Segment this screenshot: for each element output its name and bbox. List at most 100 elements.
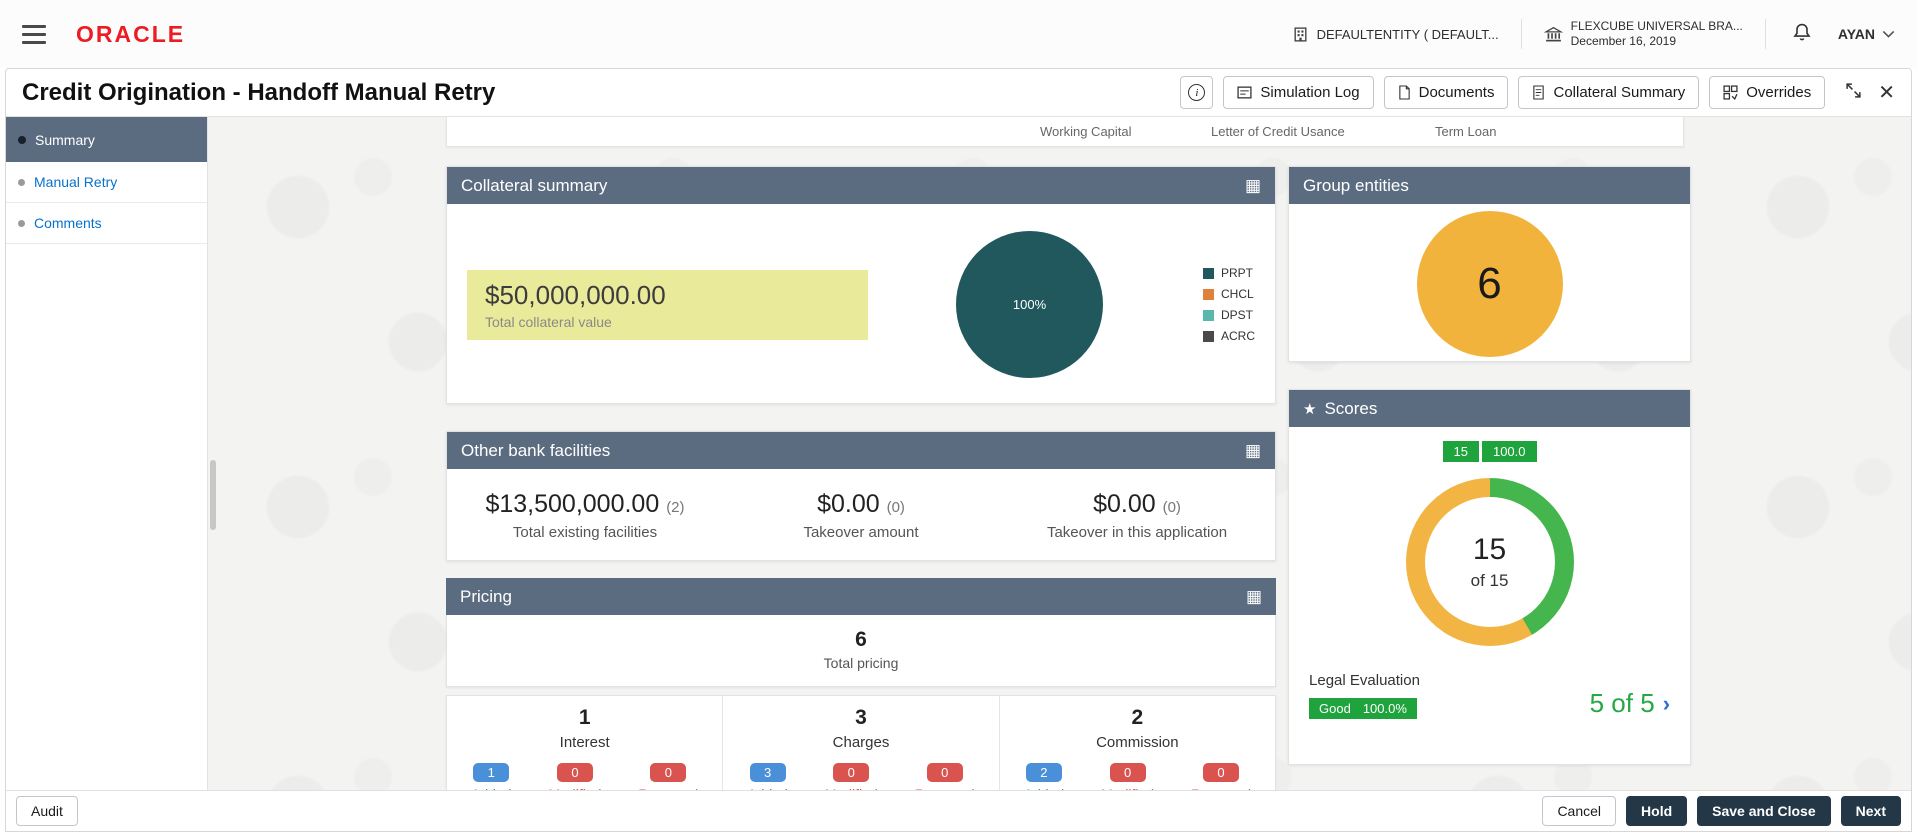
pie-percentage-label: 100% — [1012, 297, 1047, 312]
expand-icon[interactable] — [1845, 82, 1862, 104]
total-collateral-value: $50,000,000.00 — [485, 279, 666, 310]
removed-stat: 0 Removed — [1191, 763, 1251, 790]
removed-stat: 0 Removed — [638, 763, 698, 790]
header-actions: i Simulation Log Documents — [1180, 76, 1895, 109]
score-value: 15 — [1472, 533, 1507, 566]
score-badge: 15 — [1442, 441, 1479, 462]
removed-stat: 0 Removed — [915, 763, 975, 790]
facility-label-working-capital: Working Capital — [1040, 124, 1132, 139]
score-of-total: of 15 — [1470, 571, 1509, 590]
chevron-down-icon — [1882, 30, 1895, 38]
next-page-arrow-icon[interactable]: › — [1662, 690, 1671, 716]
bullet-icon — [18, 219, 25, 227]
group-entities-count-circle: 6 — [1416, 210, 1563, 357]
scores-pager[interactable]: 5 of 5 › — [1589, 688, 1671, 718]
collateral-summary-card-header: Collateral summary ▦ — [447, 167, 1276, 204]
removed-count-badge: 0 — [1203, 763, 1240, 782]
divider — [1520, 19, 1522, 49]
legend-item: DPST — [1203, 308, 1255, 322]
modified-count-badge: 0 — [556, 763, 593, 782]
entity-selector[interactable]: DEFAULTENTITY ( DEFAULT... — [1292, 26, 1499, 43]
pricing-charges-cell: 3 Charges 3 Added 0 — [722, 696, 998, 790]
removed-count-badge: 0 — [926, 763, 963, 782]
document-icon — [1398, 85, 1410, 100]
other-bank-facilities-body: $13,500,000.00 (2) Total existing facili… — [447, 469, 1275, 561]
footer-bar: Audit Cancel Hold Save and Close Next — [6, 790, 1911, 831]
scores-card: ★ Scores 15 100.0 15 — [1288, 389, 1692, 765]
other-bank-facilities-card: Other bank facilities ▦ $13,500,000.00 (… — [446, 431, 1277, 561]
added-count-badge: 1 — [473, 763, 510, 782]
group-entities-card: Group entities 6 — [1288, 166, 1692, 363]
removed-count-badge: 0 — [650, 763, 687, 782]
simulation-log-icon — [1237, 86, 1252, 99]
bullet-icon — [18, 135, 26, 144]
score-ring-chart: 15 of 15 — [1405, 478, 1574, 646]
collateral-summary-body: $50,000,000.00 Total collateral value 10… — [447, 204, 1275, 405]
cancel-button[interactable]: Cancel — [1542, 796, 1617, 826]
hold-button[interactable]: Hold — [1626, 796, 1688, 826]
user-menu[interactable]: AYAN — [1838, 26, 1895, 42]
collateral-summary-button[interactable]: Collateral Summary — [1518, 76, 1700, 109]
scores-card-header: ★ Scores — [1289, 390, 1691, 427]
documents-button[interactable]: Documents — [1383, 76, 1509, 109]
legend-item: PRPT — [1203, 266, 1255, 280]
sidebar-item-comments[interactable]: Comments — [6, 203, 207, 244]
bullet-icon — [18, 178, 25, 186]
grid-view-icon[interactable]: ▦ — [1244, 176, 1262, 195]
facility-label-term-loan: Term Loan — [1435, 124, 1497, 139]
scrolled-card-bottom: Working Capital Letter of Credit Usance … — [446, 117, 1684, 147]
sidebar-item-summary[interactable]: Summary — [6, 117, 207, 162]
group-entities-body: 6 — [1289, 204, 1690, 363]
pricing-commission-cell: 2 Commission 2 Added 0 — [998, 696, 1275, 790]
added-stat: 1 Added — [471, 763, 511, 790]
modified-stat: 0 Modified — [548, 763, 601, 790]
overrides-button[interactable]: Overrides — [1709, 76, 1826, 109]
page-body: Summary Manual Retry Comments Working Ca… — [6, 117, 1911, 790]
branch-label: FLEXCUBE UNIVERSAL BRA... — [1570, 19, 1743, 33]
modified-count-badge: 0 — [1109, 763, 1146, 782]
pricing-card-header: Pricing ▦ — [446, 578, 1277, 615]
oracle-logo: ORACLE — [76, 20, 186, 47]
save-and-close-button[interactable]: Save and Close — [1697, 796, 1831, 826]
legal-evaluation-badge: Good 100.0% — [1309, 698, 1417, 719]
pricing-total: 6 Total pricing — [446, 615, 1277, 687]
facility-label-loc-usance: Letter of Credit Usance — [1211, 124, 1345, 139]
collateral-summary-icon — [1533, 85, 1545, 100]
modified-stat: 0 Modified — [1101, 763, 1154, 790]
total-existing-facilities: $13,500,000.00 (2) Total existing facili… — [485, 489, 685, 541]
page-header: Credit Origination - Handoff Manual Retr… — [6, 69, 1911, 117]
next-button[interactable]: Next — [1840, 796, 1901, 826]
sidebar: Summary Manual Retry Comments — [6, 117, 208, 790]
legend-item: CHCL — [1203, 287, 1255, 301]
branch-selector[interactable]: FLEXCUBE UNIVERSAL BRA... December 16, 2… — [1543, 19, 1743, 49]
added-count-badge: 2 — [1025, 763, 1062, 782]
notifications-bell-icon[interactable] — [1788, 22, 1816, 47]
window-icons: ✕ — [1845, 82, 1895, 104]
overrides-icon — [1723, 85, 1738, 100]
page-title: Credit Origination - Handoff Manual Retr… — [22, 78, 496, 106]
collateral-summary-card: Collateral summary ▦ $50,000,000.00 Tota… — [446, 166, 1277, 405]
star-icon: ★ — [1303, 400, 1317, 418]
total-collateral-label: Total collateral value — [485, 313, 612, 330]
takeover-amount: $0.00 (0) Takeover amount — [803, 489, 919, 541]
audit-button[interactable]: Audit — [16, 796, 78, 826]
app-window: Credit Origination - Handoff Manual Retr… — [5, 68, 1912, 832]
total-collateral-value-box: $50,000,000.00 Total collateral value — [467, 269, 868, 340]
grid-view-icon[interactable]: ▦ — [1245, 587, 1263, 606]
bank-icon — [1543, 26, 1563, 41]
scrollbar-thumb[interactable] — [210, 460, 216, 530]
collateral-pie-chart: 100% — [956, 231, 1103, 378]
modified-count-badge: 0 — [833, 763, 870, 782]
simulation-log-button[interactable]: Simulation Log — [1223, 76, 1374, 109]
close-icon[interactable]: ✕ — [1878, 81, 1895, 104]
hamburger-menu-icon[interactable] — [22, 24, 46, 44]
sidebar-item-manual-retry[interactable]: Manual Retry — [6, 162, 207, 203]
pricing-interest-cell: 1 Interest 1 Added 0 — [447, 696, 722, 790]
building-icon — [1294, 26, 1307, 42]
legal-evaluation: Legal Evaluation Good 100.0% — [1309, 672, 1420, 719]
added-stat: 2 Added — [1024, 763, 1064, 790]
info-button[interactable]: i — [1180, 76, 1214, 109]
grid-view-icon[interactable]: ▦ — [1244, 441, 1262, 460]
added-count-badge: 3 — [749, 763, 786, 782]
legend-swatch — [1203, 288, 1214, 300]
